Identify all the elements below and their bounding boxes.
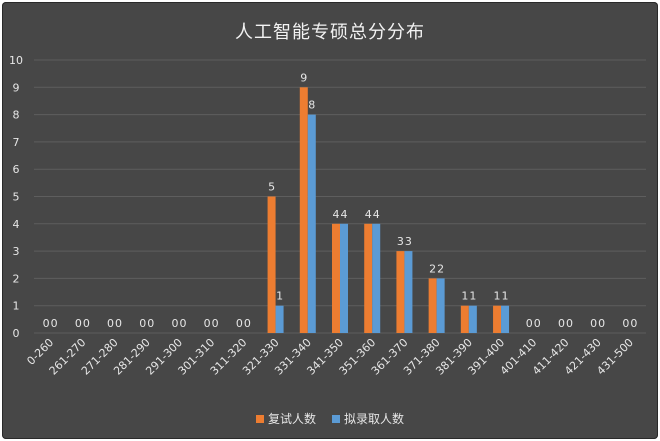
bar-series-2 [468, 305, 477, 333]
data-label-series-1: 4 [333, 208, 340, 221]
data-label-series-2: 0 [244, 317, 251, 330]
data-label-series-1: 0 [590, 317, 597, 330]
bar-series-1 [299, 87, 308, 333]
bar-series-2 [372, 223, 381, 333]
data-label-series-1: 0 [75, 317, 82, 330]
bar-series-2 [436, 278, 445, 333]
data-label-series-1: 9 [300, 71, 307, 84]
legend-label-series-1: 复试人数 [267, 412, 316, 426]
legend-label-series-2: 拟录取人数 [344, 412, 405, 426]
data-label-series-2: 0 [115, 317, 122, 330]
data-label-series-1: 0 [526, 317, 533, 330]
data-label-series-2: 0 [147, 317, 154, 330]
data-label-series-1: 0 [558, 317, 565, 330]
legend-swatch-series-2 [332, 414, 340, 423]
data-label-series-1: 0 [204, 317, 211, 330]
bar-series-2 [307, 114, 316, 333]
y-tick-label: 9 [13, 81, 20, 94]
data-label-series-1: 2 [429, 262, 436, 275]
y-tick-label: 6 [13, 163, 20, 176]
data-label-series-2: 0 [534, 317, 541, 330]
legend: 复试人数 拟录取人数 [2, 410, 658, 427]
bar-series-1 [267, 196, 276, 333]
legend-swatch-series-1 [255, 414, 264, 423]
legend-item-series-2: 拟录取人数 [332, 410, 404, 427]
data-label-series-2: 8 [308, 99, 315, 112]
y-tick-label: 2 [13, 272, 20, 285]
bar-series-1 [493, 305, 502, 333]
data-label-series-2: 0 [566, 317, 573, 330]
chart-title: 人工智能专硕总分分布 [235, 22, 425, 43]
data-label-series-1: 3 [397, 235, 404, 248]
y-tick-label: 3 [13, 245, 20, 258]
data-label-series-2: 1 [502, 290, 509, 303]
bar-series-2 [404, 251, 413, 333]
data-label-series-1: 5 [268, 181, 275, 194]
bar-series-1 [364, 223, 373, 333]
y-tick-label: 8 [13, 109, 20, 122]
data-label-series-2: 4 [341, 208, 348, 221]
data-label-series-1: 0 [139, 317, 146, 330]
bar-series-1 [332, 223, 340, 333]
data-label-series-1: 0 [43, 317, 50, 330]
data-label-series-2: 0 [630, 317, 637, 330]
bar-series-2 [275, 305, 284, 333]
y-tick-label: 1 [13, 300, 20, 313]
y-tick-label: 10 [9, 54, 23, 67]
y-tick-label: 7 [13, 136, 20, 149]
bar-series-1 [428, 278, 437, 333]
bar-series-2 [340, 223, 348, 333]
bar-series-1 [396, 251, 405, 333]
bar-series-1 [460, 305, 469, 333]
y-tick-label: 5 [13, 191, 20, 204]
data-label-series-2: 1 [276, 290, 283, 303]
data-label-series-1: 0 [171, 317, 178, 330]
data-label-series-1: 0 [236, 317, 243, 330]
y-tick-label: 0 [13, 327, 20, 340]
data-label-series-1: 0 [107, 317, 114, 330]
data-label-series-2: 1 [469, 290, 476, 303]
data-label-series-2: 0 [179, 317, 186, 330]
data-label-series-2: 0 [212, 317, 219, 330]
data-label-series-2: 0 [598, 317, 605, 330]
data-label-series-1: 1 [461, 290, 468, 303]
data-label-series-2: 0 [51, 317, 58, 330]
data-label-series-1: 1 [494, 290, 501, 303]
data-label-series-1: 0 [622, 317, 629, 330]
data-label-series-1: 4 [365, 208, 372, 221]
data-label-series-2: 0 [83, 317, 90, 330]
legend-item-series-1: 复试人数 [255, 410, 316, 427]
data-label-series-2: 4 [373, 208, 380, 221]
data-label-series-2: 3 [405, 235, 412, 248]
bar-series-2 [501, 305, 510, 333]
data-label-series-2: 2 [437, 262, 444, 275]
y-tick-label: 4 [13, 218, 20, 231]
